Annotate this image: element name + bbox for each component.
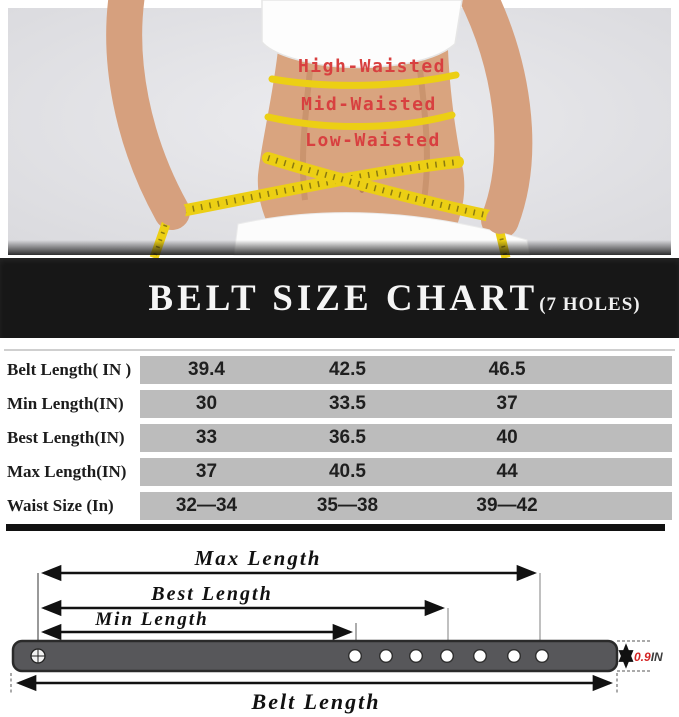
table-row: Best Length(IN) 33 36.5 40 bbox=[0, 424, 679, 452]
model-photo-graphic: High-Waisted Mid-Waisted Low-Waisted bbox=[8, 0, 671, 258]
table-cell: 33 bbox=[195, 427, 218, 448]
page-subtitle: (7 HOLES) bbox=[539, 293, 641, 315]
table-row: Belt Length( IN ) 39.4 42.5 46.5 bbox=[0, 356, 679, 384]
table-bottom-divider bbox=[6, 524, 665, 531]
mid-waist-band bbox=[264, 111, 456, 130]
photo-bottom-fade bbox=[8, 240, 671, 255]
min-length-label: Min Length bbox=[94, 609, 208, 630]
table-row: Max Length(IN) 37 40.5 44 bbox=[0, 458, 679, 486]
model-photo: High-Waisted Mid-Waisted Low-Waisted bbox=[0, 0, 679, 258]
table-cell: 36.5 bbox=[328, 427, 366, 448]
belt-strap-graphic bbox=[11, 639, 619, 673]
size-table: Belt Length( IN ) 39.4 42.5 46.5 Min Len… bbox=[0, 356, 679, 526]
right-arm-graphic bbox=[458, 0, 533, 239]
belt-hole-6 bbox=[507, 648, 522, 663]
belt-diagram: Max Length Best Length Min Length 0.9IN … bbox=[10, 546, 663, 714]
waist-level-label-mid: Mid-Waisted bbox=[301, 94, 437, 115]
max-length-label: Max Length bbox=[194, 546, 322, 570]
left-hand-graphic bbox=[158, 198, 186, 226]
title-banner: BELT SIZE CHART (7 HOLES) bbox=[0, 258, 679, 338]
table-cell: 37 bbox=[195, 461, 218, 482]
table-cell: 33.5 bbox=[328, 393, 366, 414]
waist-level-label-high: High-Waisted bbox=[298, 56, 446, 77]
row-header: Belt Length( IN ) bbox=[7, 360, 132, 379]
table-cell: 35—38 bbox=[316, 495, 379, 516]
waist-level-label-low: Low-Waisted bbox=[305, 130, 441, 151]
belt-hole-5 bbox=[473, 648, 488, 663]
measuring-tape-strand-2 bbox=[262, 152, 506, 224]
table-cell: 32—34 bbox=[175, 495, 238, 516]
row-values: 39.4 42.5 46.5 bbox=[140, 356, 672, 384]
belt-hole-2 bbox=[379, 648, 394, 663]
belt-width-value: 0.9 bbox=[634, 650, 651, 664]
row-header: Max Length(IN) bbox=[7, 462, 127, 481]
row-header: Min Length(IN) bbox=[7, 394, 124, 413]
table-cell: 40.5 bbox=[328, 461, 366, 482]
table-cell: 37 bbox=[496, 393, 518, 414]
left-arm-graphic bbox=[106, 0, 190, 230]
table-row: Min Length(IN) 30 33.5 37 bbox=[0, 390, 679, 418]
crop-top-graphic bbox=[261, 0, 463, 69]
row-header: Waist Size (In) bbox=[7, 496, 114, 515]
best-length-label: Best Length bbox=[150, 583, 272, 605]
belt-width-unit: IN bbox=[651, 650, 663, 664]
row-values: 30 33.5 37 bbox=[140, 390, 672, 418]
row-values: 32—34 35—38 39—42 bbox=[140, 492, 672, 520]
belt-width-note: 0.9IN bbox=[634, 650, 663, 664]
table-cell: 44 bbox=[496, 461, 518, 482]
row-values: 37 40.5 44 bbox=[140, 458, 672, 486]
belt-hole-1 bbox=[348, 648, 363, 663]
row-values: 33 36.5 40 bbox=[140, 424, 672, 452]
table-cell: 46.5 bbox=[488, 359, 526, 380]
belt-hole-7 bbox=[535, 648, 550, 663]
title-banner-text: BELT SIZE CHART (7 HOLES) bbox=[148, 277, 640, 320]
belt-length-label: Belt Length bbox=[251, 689, 381, 714]
table-top-divider bbox=[4, 349, 675, 351]
table-row: Waist Size (In) 32—34 35—38 39—42 bbox=[0, 492, 679, 520]
belt-hole-4 bbox=[440, 648, 455, 663]
table-cell: 39.4 bbox=[188, 359, 225, 380]
page-title: BELT SIZE CHART bbox=[148, 277, 539, 319]
measuring-tape-marks-1 bbox=[175, 159, 459, 215]
table-cell: 40 bbox=[496, 427, 518, 448]
table-cell: 30 bbox=[195, 393, 218, 414]
right-hand-graphic bbox=[486, 206, 514, 234]
table-cell: 42.5 bbox=[328, 359, 366, 380]
high-waist-band bbox=[268, 71, 460, 89]
belt-hole-3 bbox=[409, 648, 424, 663]
torso-shading-right bbox=[417, 69, 430, 201]
row-header: Best Length(IN) bbox=[7, 428, 125, 447]
table-cell: 39—42 bbox=[476, 495, 538, 516]
